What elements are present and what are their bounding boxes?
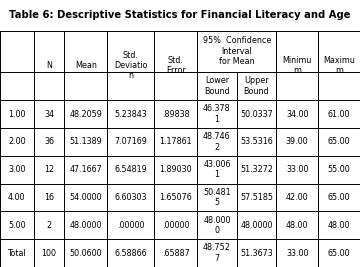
Text: 54.0000: 54.0000 bbox=[69, 193, 102, 202]
Text: Table 6: Descriptive Statistics for Financial Literacy and Age: Table 6: Descriptive Statistics for Fina… bbox=[9, 10, 351, 20]
Text: 43.006
1: 43.006 1 bbox=[203, 160, 231, 179]
Text: 1.00: 1.00 bbox=[8, 109, 26, 119]
Text: 5.00: 5.00 bbox=[8, 221, 26, 230]
Text: 1.65076: 1.65076 bbox=[159, 193, 192, 202]
Text: .89838: .89838 bbox=[162, 109, 189, 119]
Text: 57.5185: 57.5185 bbox=[240, 193, 273, 202]
Text: 3.00: 3.00 bbox=[8, 165, 26, 174]
Text: 55.00: 55.00 bbox=[328, 165, 350, 174]
Text: Lower
Bound: Lower Bound bbox=[204, 76, 230, 96]
Text: 7.07169: 7.07169 bbox=[114, 137, 147, 146]
Text: Minimu
m: Minimu m bbox=[283, 56, 312, 75]
Text: 6.58866: 6.58866 bbox=[114, 249, 147, 258]
Text: Total: Total bbox=[8, 249, 26, 258]
Text: 33.00: 33.00 bbox=[286, 165, 309, 174]
Text: 61.00: 61.00 bbox=[328, 109, 350, 119]
Text: 48.0000: 48.0000 bbox=[240, 221, 273, 230]
Text: 1.89030: 1.89030 bbox=[159, 165, 192, 174]
Text: 1.17861: 1.17861 bbox=[159, 137, 192, 146]
Text: 48.752
7: 48.752 7 bbox=[203, 244, 231, 263]
Text: Std.
Error: Std. Error bbox=[166, 56, 186, 75]
Text: .00000: .00000 bbox=[162, 221, 189, 230]
Text: 6.54819: 6.54819 bbox=[114, 165, 147, 174]
Text: 34: 34 bbox=[44, 109, 54, 119]
Text: 51.3673: 51.3673 bbox=[240, 249, 273, 258]
Text: 53.5316: 53.5316 bbox=[240, 137, 273, 146]
Text: 47.1667: 47.1667 bbox=[69, 165, 102, 174]
Text: 48.00: 48.00 bbox=[328, 221, 350, 230]
Text: 50.0600: 50.0600 bbox=[69, 249, 102, 258]
Text: 48.0000: 48.0000 bbox=[69, 221, 102, 230]
Text: 12: 12 bbox=[44, 165, 54, 174]
Text: 95%  Confidence
Interval
for Mean: 95% Confidence Interval for Mean bbox=[203, 37, 271, 66]
Text: 48.2059: 48.2059 bbox=[69, 109, 102, 119]
Text: Upper
Bound: Upper Bound bbox=[244, 76, 269, 96]
Text: 100: 100 bbox=[41, 249, 57, 258]
Text: 50.0337: 50.0337 bbox=[240, 109, 273, 119]
Text: 46.378
1: 46.378 1 bbox=[203, 104, 231, 124]
Text: 50.481
5: 50.481 5 bbox=[203, 188, 231, 207]
Text: 65.00: 65.00 bbox=[328, 193, 350, 202]
Text: 39.00: 39.00 bbox=[286, 137, 309, 146]
Text: 65.00: 65.00 bbox=[328, 249, 350, 258]
Text: Maximu
m: Maximu m bbox=[323, 56, 355, 75]
Text: 34.00: 34.00 bbox=[286, 109, 309, 119]
Text: 51.1389: 51.1389 bbox=[69, 137, 102, 146]
Text: 65.00: 65.00 bbox=[328, 137, 350, 146]
Text: Mean: Mean bbox=[75, 61, 97, 70]
Text: 48.000
0: 48.000 0 bbox=[203, 215, 231, 235]
Text: 48.746
2: 48.746 2 bbox=[203, 132, 231, 152]
Text: 36: 36 bbox=[44, 137, 54, 146]
Text: .00000: .00000 bbox=[117, 221, 144, 230]
Text: 51.3272: 51.3272 bbox=[240, 165, 273, 174]
Text: 2.00: 2.00 bbox=[8, 137, 26, 146]
Text: 2: 2 bbox=[46, 221, 51, 230]
Text: 4.00: 4.00 bbox=[8, 193, 26, 202]
Text: 48.00: 48.00 bbox=[286, 221, 309, 230]
Text: 5.23843: 5.23843 bbox=[114, 109, 147, 119]
Text: 6.60303: 6.60303 bbox=[114, 193, 147, 202]
Text: 33.00: 33.00 bbox=[286, 249, 309, 258]
Text: 42.00: 42.00 bbox=[286, 193, 309, 202]
Text: N: N bbox=[46, 61, 52, 70]
Text: .65887: .65887 bbox=[162, 249, 190, 258]
Text: Std.
Deviatio
n: Std. Deviatio n bbox=[114, 50, 148, 80]
Text: 16: 16 bbox=[44, 193, 54, 202]
